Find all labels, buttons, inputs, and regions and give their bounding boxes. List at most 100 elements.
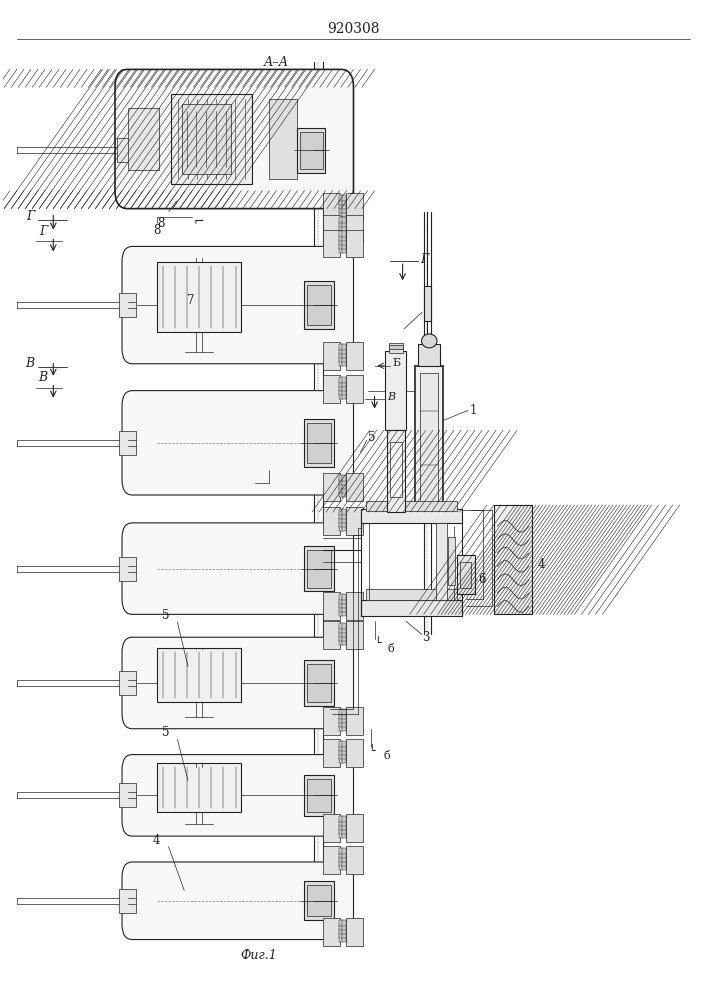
Bar [341,356,346,362]
Bar [339,635,343,641]
Bar [308,779,331,812]
Bar [339,195,343,201]
Bar [269,99,298,179]
Bar [339,479,343,485]
Text: 5: 5 [162,726,170,739]
Bar [341,225,346,231]
Bar [339,235,343,241]
Bar [339,610,343,616]
Bar [341,195,346,201]
Bar [339,721,343,727]
Bar [339,389,343,395]
Text: 920308: 920308 [327,22,380,36]
Text: 4: 4 [153,834,160,847]
Text: 7: 7 [187,294,194,307]
Bar [339,381,343,387]
Bar [339,243,343,249]
Bar [339,848,343,854]
Bar [341,513,346,519]
Bar [119,671,136,695]
FancyBboxPatch shape [122,637,354,729]
Bar [305,546,334,591]
Bar [341,487,346,493]
Text: └: └ [375,638,381,648]
Bar [339,377,343,383]
Bar [339,217,343,223]
Bar [341,928,346,934]
Bar [460,562,472,588]
Bar [341,856,346,862]
Bar [341,232,346,238]
Bar [341,753,346,759]
Text: Фиг.1: Фиг.1 [240,949,277,962]
Bar [339,352,343,358]
Bar [339,627,343,633]
Bar [448,537,455,585]
Bar [341,749,346,755]
Bar [339,598,343,604]
Bar [423,286,431,321]
Bar [346,846,363,874]
Bar [341,627,346,633]
Bar [339,517,343,523]
Bar [341,521,346,527]
Bar [308,885,331,916]
Bar [339,745,343,751]
Bar [339,936,343,942]
Text: В: В [25,357,35,370]
Bar [182,104,230,174]
Bar [322,215,340,242]
Bar [339,344,343,350]
FancyBboxPatch shape [115,69,354,209]
Bar [346,342,363,370]
Bar [339,725,343,731]
Bar [339,525,343,531]
Bar [415,366,443,510]
Bar [341,381,346,387]
Bar [322,230,340,257]
Bar [341,348,346,354]
Bar [341,757,346,763]
Bar [339,717,343,723]
Bar [171,94,252,184]
Bar [339,713,343,719]
Bar [341,606,346,612]
Text: └: └ [368,746,375,756]
Bar [346,230,363,257]
Bar [322,707,340,735]
Bar [339,606,343,612]
FancyBboxPatch shape [122,755,354,836]
Text: Г: Г [420,253,428,266]
Bar [322,739,340,767]
Bar [341,239,346,245]
Bar [346,918,363,946]
Bar [341,631,346,637]
Text: Г: Г [26,210,35,223]
Bar [305,881,334,920]
Bar [387,430,404,512]
Bar [305,775,334,816]
Bar [339,521,343,527]
Bar [341,479,346,485]
Bar [339,820,343,826]
Bar [341,525,346,531]
Bar [436,523,447,600]
Bar [341,820,346,826]
Bar [346,193,363,221]
Bar [339,487,343,493]
Bar [341,639,346,645]
Bar [361,509,462,523]
Bar [341,598,346,604]
Text: В: В [387,392,395,402]
Text: А–А: А–А [264,56,289,69]
Bar [341,713,346,719]
Bar [119,431,136,455]
Bar [339,828,343,834]
Bar [341,936,346,942]
Bar [157,262,241,332]
Bar [341,623,346,629]
Bar [339,631,343,637]
Bar [346,375,363,403]
Text: 8: 8 [157,201,177,230]
Bar [361,600,462,616]
